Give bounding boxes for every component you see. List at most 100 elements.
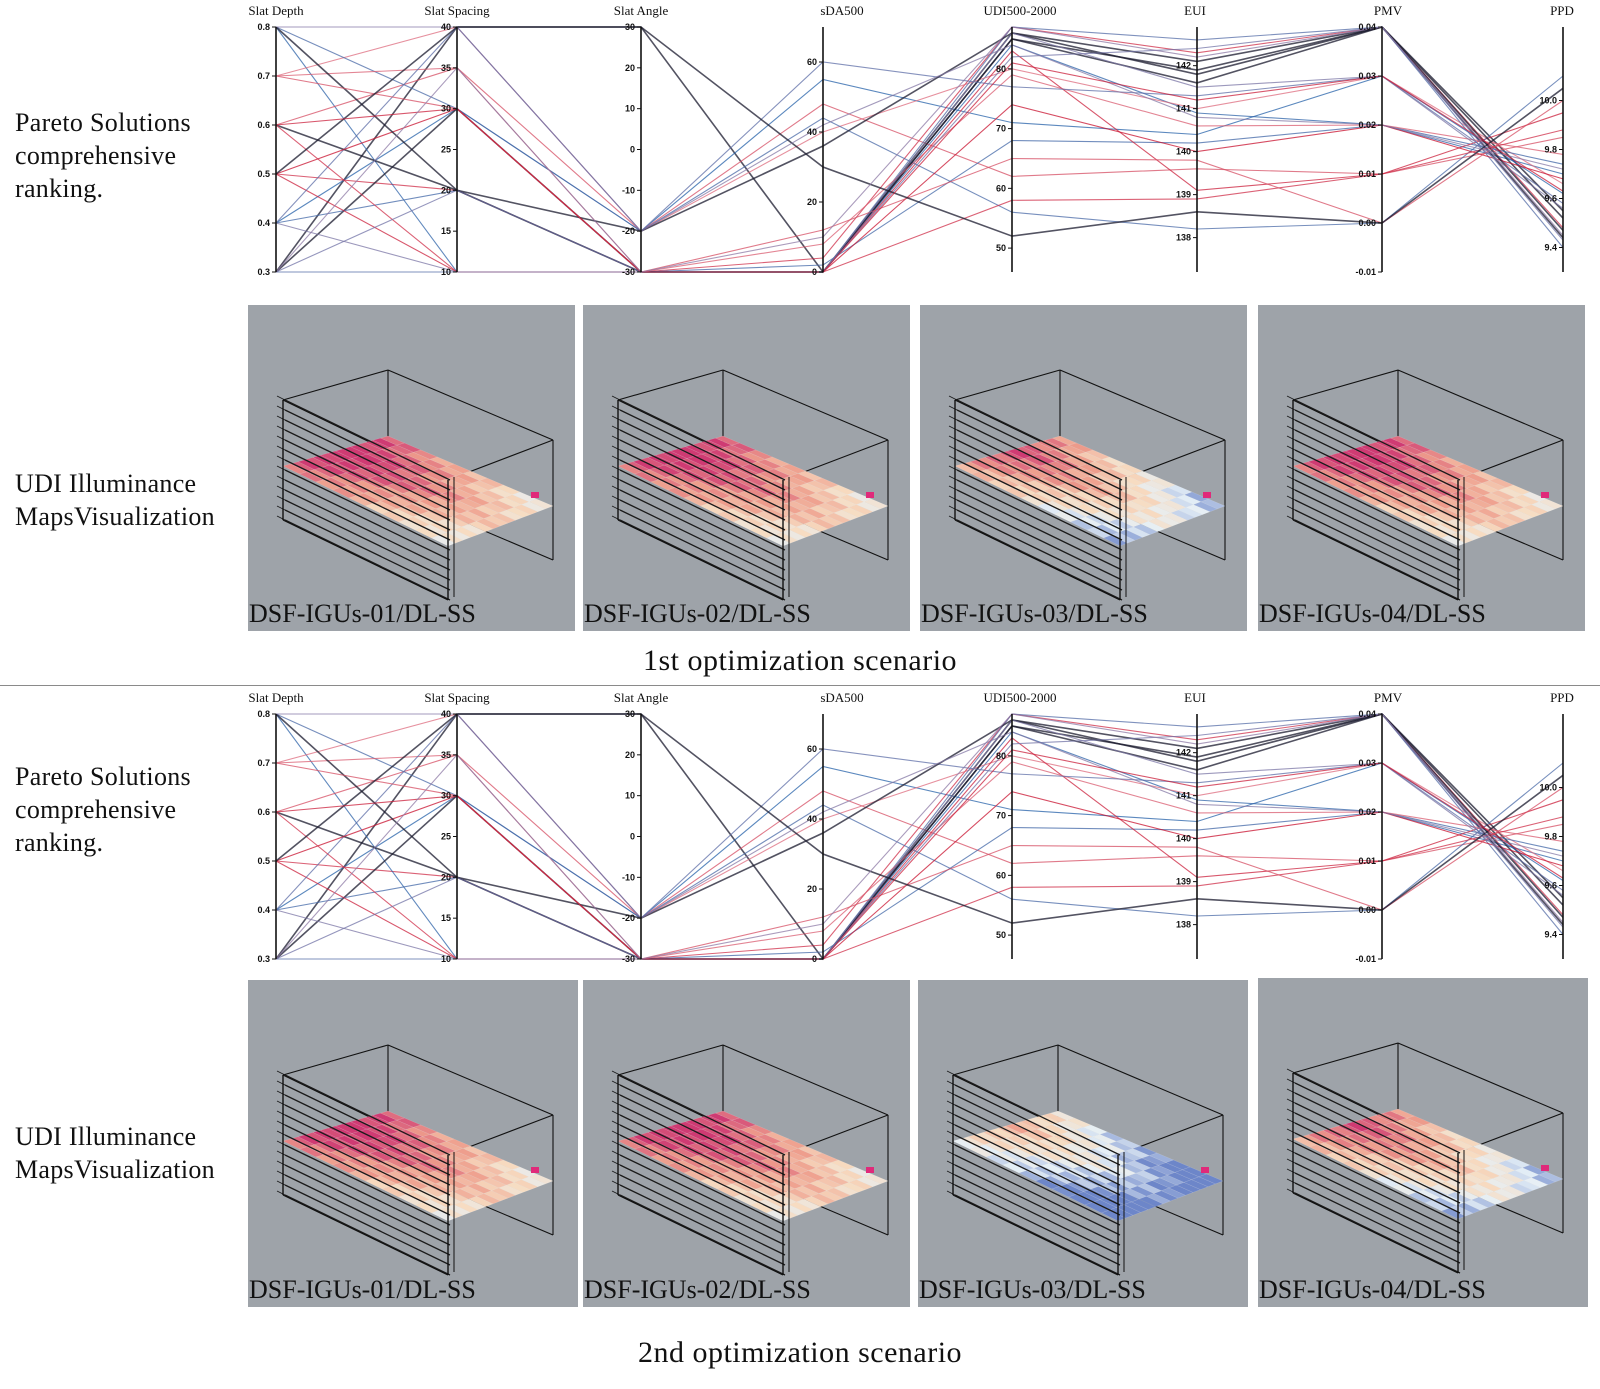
illuminance-grid [952, 1110, 1224, 1222]
tick-label: 139 [1176, 877, 1191, 887]
tick-label: -0.01 [1355, 267, 1376, 277]
tick-label: 140 [1176, 147, 1191, 157]
legend-marker [1201, 1167, 1209, 1173]
tick-label: 0.02 [1358, 807, 1376, 817]
panel-caption: DSF-IGUs-02/DL-SS [584, 1275, 811, 1304]
tick-label: 0.8 [257, 22, 270, 32]
panel-caption: DSF-IGUs-03/DL-SS [919, 1275, 1146, 1304]
tick-label: 0 [630, 145, 635, 155]
axis-title: PMV [1374, 690, 1403, 705]
grid-cell [528, 498, 554, 510]
panel-caption: DSF-IGUs-03/DL-SS [921, 599, 1148, 628]
solution-line [275, 713, 1564, 920]
legend-marker [1541, 492, 1549, 498]
tick-label: 0.02 [1358, 120, 1376, 130]
udi-map-panel: DSF-IGUs-02/DL-SS [583, 305, 910, 631]
tick-label: 138 [1176, 920, 1191, 930]
tick-label: 140 [1176, 834, 1191, 844]
tick-label: 9.6 [1544, 881, 1557, 891]
grid-cell [863, 1173, 889, 1185]
tick-label: 70 [996, 811, 1006, 821]
tick-label: 0.5 [257, 169, 270, 179]
tick-label: 0.8 [257, 709, 270, 719]
tick-label: 50 [996, 930, 1006, 940]
panel-caption: DSF-IGUs-02/DL-SS [584, 599, 811, 628]
udi-map-panel: DSF-IGUs-03/DL-SS [918, 980, 1248, 1307]
tick-label: 0.3 [257, 267, 270, 277]
tick-label: 40 [441, 22, 451, 32]
tick-label: 141 [1176, 104, 1191, 114]
scenario-title-2: 2nd optimization scenario [637, 1336, 963, 1369]
tick-label: 15 [441, 226, 451, 236]
axis-title: UDI500-2000 [984, 690, 1057, 705]
panel-caption: DSF-IGUs-04/DL-SS [1259, 599, 1486, 628]
tick-label: 35 [441, 750, 451, 760]
tick-label: 0.00 [1358, 905, 1376, 915]
tick-label: 20 [625, 750, 635, 760]
tick-label: 139 [1176, 190, 1191, 200]
tick-label: 20 [807, 197, 817, 207]
tick-label: 0 [812, 267, 817, 277]
solution-line [275, 26, 1564, 233]
tick-label: -30 [622, 267, 635, 277]
tick-label: 20 [807, 884, 817, 894]
tick-label: 50 [996, 243, 1006, 253]
tick-label: 80 [996, 751, 1006, 761]
legend-marker [531, 1167, 539, 1173]
grid-cell [528, 1173, 554, 1185]
shading-slats [946, 1070, 1125, 1276]
udi-room-3d [611, 1044, 889, 1276]
tick-label: -20 [622, 913, 635, 923]
tick-label: 0.03 [1358, 71, 1376, 81]
tick-label: 0 [812, 954, 817, 964]
legend-marker [1203, 492, 1211, 498]
udi-room-3d [276, 1044, 554, 1276]
udi-room-3d [1286, 1042, 1564, 1274]
tick-label: 0.4 [257, 905, 270, 915]
shading-slats [1286, 395, 1465, 601]
tick-label: 10 [441, 954, 451, 964]
solution-line [275, 62, 1564, 273]
tick-label: 10 [625, 791, 635, 801]
axis-title: Slat Depth [248, 3, 304, 18]
tick-label: 0.6 [257, 120, 270, 130]
solution-line [275, 749, 1564, 960]
illuminance-grid [282, 435, 554, 547]
axis-title: Slat Angle [614, 690, 669, 705]
tick-label: -30 [622, 954, 635, 964]
udi-room-3d [948, 369, 1226, 601]
axis-title: sDA500 [820, 3, 863, 18]
tick-label: 30 [625, 709, 635, 719]
tick-label: 30 [441, 104, 451, 114]
tick-label: 30 [441, 791, 451, 801]
legend-marker [866, 492, 874, 498]
udi-map-panel: DSF-IGUs-03/DL-SS [920, 305, 1247, 631]
tick-label: 10.0 [1539, 96, 1557, 106]
tick-label: 0.04 [1358, 709, 1376, 719]
parallel-coordinates-chart-2: Slat Depth 0.8 0.7 0.6 0.5 0.4 0.3 Slat Spacing… [248, 690, 1574, 964]
solution-line [275, 713, 1564, 960]
panel-caption: DSF-IGUs-01/DL-SS [249, 599, 476, 628]
axis-title: EUI [1184, 690, 1206, 705]
tick-label: 25 [441, 832, 451, 842]
illuminance-grid [1292, 435, 1564, 547]
tick-label: 0.01 [1358, 856, 1376, 866]
tick-label: 0.5 [257, 856, 270, 866]
panel-caption: DSF-IGUs-01/DL-SS [249, 1275, 476, 1304]
axis-title: PPD [1550, 3, 1574, 18]
tick-label: 40 [807, 814, 817, 824]
axis-title: sDA500 [820, 690, 863, 705]
tick-label: 60 [807, 57, 817, 67]
udi-label-2: UDI Illuminance MapsVisualization [15, 1122, 215, 1184]
tick-label: 10 [441, 267, 451, 277]
tick-label: 142 [1176, 61, 1191, 71]
tick-label: 0.4 [257, 218, 270, 228]
shading-slats [1286, 1068, 1465, 1274]
tick-label: 9.8 [1544, 145, 1557, 155]
udi-map-panel: DSF-IGUs-01/DL-SS [248, 305, 575, 631]
tick-label: 40 [807, 127, 817, 137]
udi-room-3d [946, 1044, 1224, 1276]
grid-cell [1198, 1173, 1224, 1185]
udi-map-panel: DSF-IGUs-02/DL-SS [583, 980, 910, 1307]
solution-line [275, 26, 1564, 273]
